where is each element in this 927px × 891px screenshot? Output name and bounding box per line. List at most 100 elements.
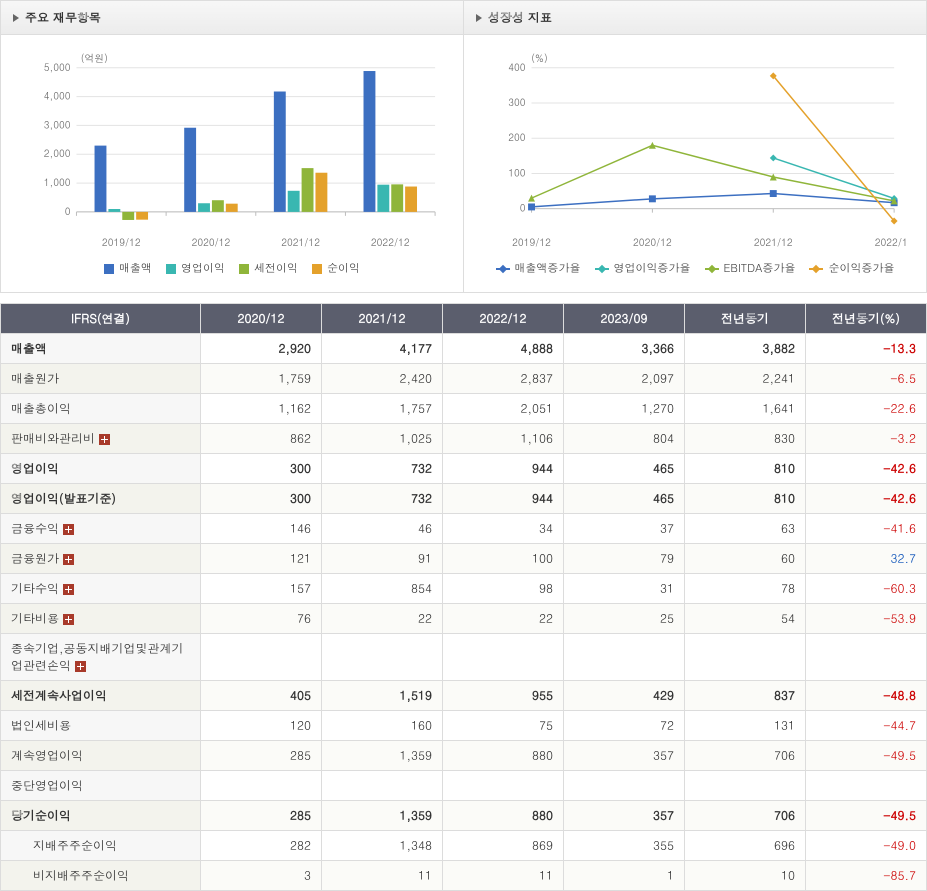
row-label: 계속영업이익	[1, 741, 201, 771]
table-cell: 357	[564, 741, 685, 771]
svg-text:300: 300	[508, 95, 526, 109]
table-cell: 11	[443, 861, 564, 891]
table-row: 법인세비용1201607572131-44.7	[1, 711, 927, 741]
table-cell: 1,641	[685, 394, 806, 424]
table-cell-pct: -49.5	[806, 801, 927, 831]
table-row: 세전계속사업이익4051,519955429837-48.8	[1, 681, 927, 711]
table-cell: 2,097	[564, 364, 685, 394]
table-row: 당기순이익2851,359880357706-49.5	[1, 801, 927, 831]
table-cell: 429	[564, 681, 685, 711]
table-cell-pct: -60.3	[806, 574, 927, 604]
table-cell-pct: -49.5	[806, 741, 927, 771]
table-cell: 1	[564, 861, 685, 891]
row-label: 매출원가	[1, 364, 201, 394]
table-row: 매출액2,9204,1774,8883,3663,882-13.3	[1, 334, 927, 364]
panel-growth-indicators: 성장성 지표 (%)01002003004002019/122020/12202…	[464, 0, 927, 293]
table-cell: 2,420	[322, 364, 443, 394]
expand-icon[interactable]	[75, 661, 86, 672]
table-header-col: 전년동기(%)	[806, 304, 927, 334]
table-cell-pct: -42.6	[806, 484, 927, 514]
table-cell: 1,270	[564, 394, 685, 424]
row-label: 기타비용	[1, 604, 201, 634]
table-cell: 465	[564, 454, 685, 484]
expand-icon[interactable]	[63, 524, 74, 535]
table-cell	[685, 771, 806, 801]
panel-title-right: 성장성 지표	[464, 1, 926, 35]
table-cell-pct: -42.6	[806, 454, 927, 484]
table-cell-pct: 32.7	[806, 544, 927, 574]
table-cell	[685, 634, 806, 681]
table-cell: 1,025	[322, 424, 443, 454]
financial-table: IFRS(연결)2020/122021/122022/122023/09전년동기…	[0, 303, 927, 891]
table-cell: 1,759	[201, 364, 322, 394]
table-row: 금융수익14646343763-41.6	[1, 514, 927, 544]
table-cell: 1,359	[322, 741, 443, 771]
table-header-col: 2022/12	[443, 304, 564, 334]
row-label: 종속기업,공동지배기업및관계기업관련손익	[1, 634, 201, 681]
table-row: 금융원가12191100796032.7	[1, 544, 927, 574]
expand-icon[interactable]	[63, 614, 74, 625]
expand-icon[interactable]	[99, 434, 110, 445]
expand-icon[interactable]	[63, 584, 74, 595]
table-cell: 98	[443, 574, 564, 604]
row-label: 영업이익(발표기준)	[1, 484, 201, 514]
table-cell-pct: -53.9	[806, 604, 927, 634]
row-label: 기타수익	[1, 574, 201, 604]
line-chart-legend: 매출액증가율영업이익증가율EBITDA증가율순이익증가율	[482, 257, 908, 284]
svg-text:(%): (%)	[531, 51, 548, 65]
row-label: 금융수익	[1, 514, 201, 544]
legend-label: 세전이익	[254, 261, 298, 276]
svg-text:2019/12: 2019/12	[512, 235, 551, 249]
svg-text:2019/12: 2019/12	[102, 235, 141, 249]
table-cell: 732	[322, 454, 443, 484]
expand-icon[interactable]	[63, 554, 74, 565]
table-row: 비지배주주순이익31111110-85.7	[1, 861, 927, 891]
table-cell: 944	[443, 454, 564, 484]
row-label: 매출액	[1, 334, 201, 364]
table-cell	[443, 634, 564, 681]
table-cell	[201, 771, 322, 801]
table-cell: 11	[322, 861, 443, 891]
table-row: 기타비용7622222554-53.9	[1, 604, 927, 634]
table-cell: 3,366	[564, 334, 685, 364]
table-cell: 880	[443, 801, 564, 831]
svg-text:1,000: 1,000	[44, 175, 71, 189]
table-cell: 10	[685, 861, 806, 891]
table-cell: 2,241	[685, 364, 806, 394]
table-cell: 78	[685, 574, 806, 604]
table-cell-pct	[806, 634, 927, 681]
table-header-col: 2021/12	[322, 304, 443, 334]
table-header-row: IFRS(연결)2020/122021/122022/122023/09전년동기…	[1, 304, 927, 334]
table-cell-pct: -6.5	[806, 364, 927, 394]
table-row: 중단영업이익	[1, 771, 927, 801]
table-header-col: 2020/12	[201, 304, 322, 334]
table-cell: 854	[322, 574, 443, 604]
table-cell: 79	[564, 544, 685, 574]
svg-text:2021/12: 2021/12	[281, 235, 320, 249]
table-cell	[564, 771, 685, 801]
row-label: 세전계속사업이익	[1, 681, 201, 711]
row-label: 영업이익	[1, 454, 201, 484]
table-cell: 944	[443, 484, 564, 514]
table-cell: 160	[322, 711, 443, 741]
panel-financial-items: 주요 재무항목 (억원)01,0002,0003,0004,0005,00020…	[0, 0, 464, 293]
svg-text:2020/12: 2020/12	[192, 235, 231, 249]
table-cell: 465	[564, 484, 685, 514]
table-row: 영업이익(발표기준)300732944465810-42.6	[1, 484, 927, 514]
table-cell: 2,837	[443, 364, 564, 394]
legend-swatch	[166, 264, 176, 274]
table-cell: 706	[685, 801, 806, 831]
table-cell: 285	[201, 801, 322, 831]
table-cell: 1,106	[443, 424, 564, 454]
row-label: 매출총이익	[1, 394, 201, 424]
svg-text:100: 100	[508, 165, 526, 179]
table-cell: 31	[564, 574, 685, 604]
table-row: 판매비와관리비8621,0251,106804830-3.2	[1, 424, 927, 454]
legend-item: 순이익증가율	[809, 261, 894, 276]
table-cell: 405	[201, 681, 322, 711]
table-cell: 810	[685, 454, 806, 484]
svg-text:0: 0	[520, 201, 526, 215]
svg-text:2020/12: 2020/12	[633, 235, 672, 249]
table-cell: 880	[443, 741, 564, 771]
legend-item: 영업이익증가율	[595, 261, 691, 276]
